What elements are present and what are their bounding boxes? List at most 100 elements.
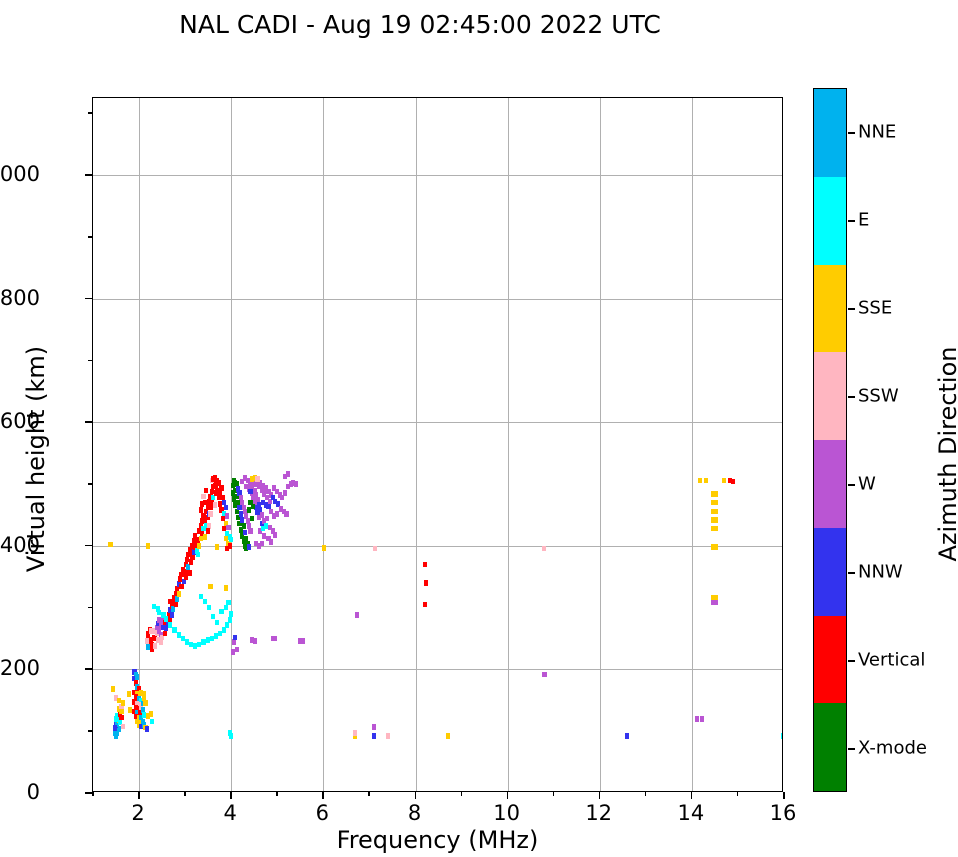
y-tick-label: 600 — [0, 409, 40, 434]
echo-mark — [373, 545, 378, 552]
gridline-x-12 — [599, 98, 601, 791]
echo-mark — [251, 503, 256, 510]
echo-mark — [158, 639, 163, 646]
x-tick-minor — [276, 792, 278, 796]
echo-mark — [140, 718, 145, 725]
echo-mark — [226, 524, 231, 531]
echo-mark — [179, 571, 184, 578]
echo-mark — [184, 639, 190, 646]
echo-mark — [711, 544, 716, 550]
gridline-y-1000 — [93, 175, 782, 177]
echo-mark — [222, 627, 227, 633]
echo-mark — [252, 487, 257, 494]
echo-mark — [227, 730, 232, 736]
y-tick-minor — [88, 606, 92, 609]
echo-mark — [207, 604, 212, 611]
echo-mark — [445, 733, 450, 739]
echo-mark — [132, 699, 137, 705]
echo-mark — [542, 671, 547, 678]
echo-mark — [146, 630, 151, 637]
echo-mark — [236, 499, 241, 506]
echo-mark — [119, 703, 124, 710]
echo-mark — [252, 638, 257, 644]
echo-mark — [172, 627, 177, 633]
echo-mark — [140, 707, 145, 713]
echo-mark — [133, 694, 138, 700]
echo-mark — [155, 620, 161, 627]
echo-mark — [247, 523, 252, 529]
echo-mark — [240, 499, 245, 506]
echo-mark — [201, 493, 206, 500]
echo-mark — [193, 544, 198, 550]
echo-mark — [283, 473, 288, 480]
echo-mark — [248, 528, 253, 534]
echo-mark — [271, 485, 277, 491]
echo-mark — [711, 599, 716, 606]
echo-mark — [280, 494, 285, 501]
x-tick-label: 10 — [493, 801, 520, 825]
echo-mark — [150, 718, 155, 725]
y-tick-200 — [85, 668, 92, 670]
echo-mark — [711, 491, 716, 497]
echo-mark — [242, 508, 248, 515]
echo-mark — [204, 523, 209, 529]
echo-mark — [211, 613, 216, 620]
echo-mark — [220, 494, 225, 501]
echo-mark — [269, 508, 274, 515]
echo-mark — [242, 529, 248, 536]
y-tick-1000 — [85, 174, 92, 176]
echo-mark — [147, 640, 152, 647]
echo-mark — [266, 535, 271, 542]
echo-mark — [211, 494, 216, 501]
echo-mark — [133, 713, 138, 720]
echo-mark — [218, 630, 223, 637]
echo-mark — [263, 485, 268, 491]
echo-mark — [184, 569, 190, 575]
colorbar-label-nnw: NNW — [858, 561, 903, 583]
colorbar-tick — [848, 484, 855, 486]
echo-mark — [215, 487, 220, 494]
echo-mark — [278, 506, 284, 512]
echo-mark — [258, 480, 263, 486]
echo-mark — [245, 540, 250, 547]
colorbar-segment-nnw — [814, 527, 846, 616]
echo-mark — [184, 556, 190, 563]
echo-mark — [191, 549, 196, 555]
echo-mark — [201, 639, 206, 646]
echo-mark — [285, 483, 290, 490]
echo-mark — [216, 494, 221, 501]
echo-mark — [223, 535, 228, 542]
echo-mark — [263, 502, 268, 508]
echo-mark — [711, 499, 716, 506]
echo-mark — [144, 725, 149, 732]
echo-mark — [209, 499, 214, 506]
echo-mark — [175, 596, 180, 602]
echo-mark — [161, 612, 166, 618]
echo-mark — [258, 507, 263, 513]
echo-mark — [252, 499, 257, 506]
echo-mark — [699, 716, 705, 722]
echo-mark — [133, 680, 138, 686]
echo-mark — [118, 719, 123, 725]
x-tick-label: 6 — [315, 801, 329, 825]
echo-mark — [168, 598, 173, 605]
echo-mark — [230, 482, 235, 489]
y-tick-label: 800 — [0, 285, 40, 310]
x-tick-minor — [460, 792, 463, 796]
echo-mark — [133, 704, 138, 711]
echo-mark — [135, 709, 140, 716]
echo-mark — [714, 499, 719, 506]
echo-mark — [127, 707, 132, 713]
echo-mark — [262, 491, 267, 497]
colorbar-segment-ssw — [814, 352, 846, 440]
echo-mark — [714, 525, 719, 532]
echo-mark — [208, 583, 213, 590]
colorbar-label-vertical: Vertical — [858, 649, 926, 671]
echo-mark — [270, 528, 275, 534]
echo-mark — [256, 514, 261, 521]
echo-mark — [270, 635, 275, 642]
x-tick-label: 4 — [223, 801, 237, 825]
echo-mark — [191, 538, 196, 544]
y-tick-label: 0 — [26, 780, 40, 804]
y-tick-400 — [85, 544, 92, 547]
